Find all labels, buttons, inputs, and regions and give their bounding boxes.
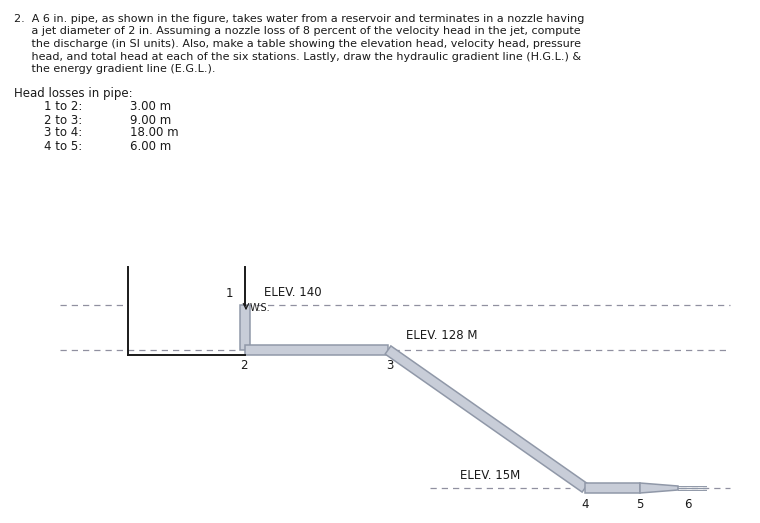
Text: 5: 5 [636, 498, 644, 511]
Text: ELEV. 15M: ELEV. 15M [460, 469, 521, 482]
Text: W.S.: W.S. [250, 303, 271, 313]
Text: Head losses in pipe:: Head losses in pipe: [14, 86, 133, 99]
Text: the discharge (in SI units). Also, make a table showing the elevation head, velo: the discharge (in SI units). Also, make … [14, 39, 581, 49]
Text: a jet diameter of 2 in. Assuming a nozzle loss of 8 percent of the velocity head: a jet diameter of 2 in. Assuming a nozzl… [14, 27, 581, 37]
Text: 6.00 m: 6.00 m [130, 140, 171, 153]
Text: 18.00 m: 18.00 m [130, 127, 179, 140]
Polygon shape [245, 345, 388, 355]
Text: ELEV. 128 M: ELEV. 128 M [406, 329, 477, 342]
Text: 2 to 3:: 2 to 3: [44, 113, 82, 127]
Polygon shape [640, 483, 678, 493]
Text: 4 to 5:: 4 to 5: [44, 140, 82, 153]
Polygon shape [585, 483, 640, 493]
Text: 4: 4 [581, 498, 589, 511]
Text: 1 to 2:: 1 to 2: [44, 100, 82, 113]
Text: 3.00 m: 3.00 m [130, 100, 171, 113]
Text: head, and total head at each of the six stations. Lastly, draw the hydraulic gra: head, and total head at each of the six … [14, 51, 581, 62]
Text: 2: 2 [240, 359, 248, 372]
Text: ELEV. 140: ELEV. 140 [264, 286, 321, 299]
Text: 2.  A 6 in. pipe, as shown in the figure, takes water from a reservoir and termi: 2. A 6 in. pipe, as shown in the figure,… [14, 14, 584, 24]
Text: 3 to 4:: 3 to 4: [44, 127, 82, 140]
Text: the energy gradient line (E.G.L.).: the energy gradient line (E.G.L.). [14, 64, 216, 74]
Polygon shape [385, 346, 588, 492]
Polygon shape [240, 305, 250, 350]
Text: 9.00 m: 9.00 m [130, 113, 171, 127]
Text: 1: 1 [225, 287, 233, 300]
Text: 3: 3 [386, 359, 394, 372]
Text: 6: 6 [684, 498, 692, 511]
